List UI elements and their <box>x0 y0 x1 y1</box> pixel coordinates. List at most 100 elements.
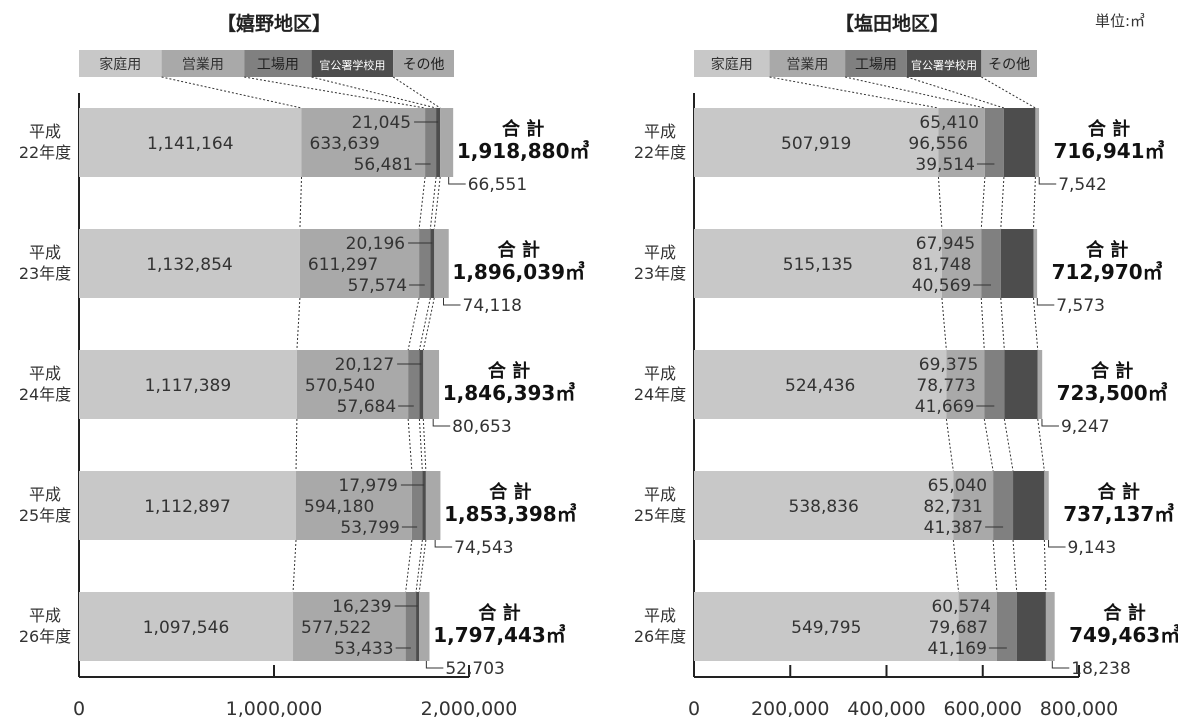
bar-segment <box>938 108 985 177</box>
bar-segment <box>293 592 406 661</box>
gov-school-value-label: 60,574 <box>931 597 990 617</box>
total-value: 1,797,443㎥ <box>433 623 566 647</box>
leader-line <box>432 419 451 427</box>
total-value: 1,918,880㎥ <box>457 139 590 163</box>
bar-segment <box>941 229 982 298</box>
leader-line <box>434 540 453 548</box>
bar-segment <box>411 471 423 540</box>
bar-segment <box>1037 350 1043 419</box>
total-heading: 合 計 <box>502 118 544 140</box>
other-value-label: 7,542 <box>1058 175 1107 195</box>
household-value-label: 1,097,546 <box>143 618 230 638</box>
bar-segment <box>996 592 1017 661</box>
category-label: 24年度 <box>634 385 686 404</box>
total-value: 723,500㎥ <box>1057 381 1168 405</box>
bar-segment <box>405 592 417 661</box>
bar-segment <box>301 108 426 177</box>
category-label: 平成 <box>644 364 676 383</box>
leader-line <box>1038 177 1057 185</box>
x-tick-label: 200,000 <box>751 698 830 720</box>
gov-school-value-label: 17,979 <box>338 476 397 496</box>
bar-segment <box>1016 592 1046 661</box>
gov-school-value-label: 20,196 <box>346 234 405 254</box>
connector-line <box>244 76 426 109</box>
legend-label: 工場用 <box>855 57 897 73</box>
category-label: 23年度 <box>19 264 71 283</box>
x-tick-label: 800,000 <box>1040 698 1119 720</box>
business-value-label: 82,731 <box>923 497 982 517</box>
leader-line <box>425 661 444 669</box>
bar-segment <box>694 350 947 419</box>
connector-line <box>407 297 420 351</box>
total-value: 1,853,398㎥ <box>444 502 577 526</box>
business-value-label: 78,773 <box>916 376 975 396</box>
other-value-label: 9,143 <box>1068 538 1117 558</box>
bar-segment <box>423 350 440 419</box>
bar-segment <box>440 108 454 177</box>
bar-segment <box>425 108 437 177</box>
connector-line <box>1032 297 1039 351</box>
connector-line <box>981 76 1036 109</box>
leader-line <box>1036 298 1055 306</box>
total-heading: 合 計 <box>1098 481 1140 503</box>
connector-line <box>422 297 435 351</box>
x-tick-label: 600,000 <box>943 698 1022 720</box>
connector-line <box>1037 418 1045 472</box>
industrial-value-label: 56,481 <box>354 155 413 175</box>
leader-line <box>1051 661 1070 669</box>
gov-school-value-label: 21,045 <box>352 113 411 133</box>
total-heading: 合 計 <box>489 481 531 503</box>
connector-line <box>407 418 413 472</box>
other-value-label: 80,653 <box>452 417 511 437</box>
industrial-value-label: 41,669 <box>915 397 974 417</box>
household-value-label: 524,436 <box>785 376 855 396</box>
bar-segment <box>416 592 420 661</box>
category-label: 22年度 <box>634 143 686 162</box>
connector-line <box>418 539 427 593</box>
bar-segment <box>79 108 302 177</box>
x-tick-label: 0 <box>688 698 700 720</box>
legend-label: 工場用 <box>257 57 299 73</box>
industrial-value-label: 41,169 <box>927 639 986 659</box>
connector-line <box>1003 418 1014 472</box>
bar-segment <box>79 229 300 298</box>
gov-school-value-label: 69,375 <box>919 355 978 375</box>
chart-title: 【塩田地区】 <box>835 12 949 35</box>
connector-line <box>906 76 1005 109</box>
bar-segment <box>694 592 959 661</box>
category-label: 平成 <box>29 485 61 504</box>
bar-segment <box>993 471 1014 540</box>
bar-segment <box>1044 471 1049 540</box>
connector-line <box>161 76 302 109</box>
industrial-value-label: 57,574 <box>348 276 407 296</box>
bar-segment <box>419 592 430 661</box>
bar-segment <box>296 350 409 419</box>
connector-line <box>433 176 441 230</box>
bar-segment <box>434 229 449 298</box>
legend-swatch <box>393 50 454 77</box>
industrial-value-label: 57,684 <box>337 397 396 417</box>
connector-line <box>418 418 423 472</box>
connector-line <box>418 176 426 230</box>
household-value-label: 1,112,897 <box>144 497 231 517</box>
connector-line <box>980 176 986 230</box>
bar-segment <box>984 108 1004 177</box>
bar-segment <box>419 229 431 298</box>
bar-segment <box>299 229 420 298</box>
bar-segment <box>1000 229 1034 298</box>
connector-line <box>992 539 998 593</box>
connector-line <box>1000 297 1005 351</box>
legend-swatch <box>244 50 312 77</box>
bar-segment <box>1045 592 1055 661</box>
gov-school-value-label: 20,127 <box>335 355 394 375</box>
industrial-value-label: 53,799 <box>340 518 399 538</box>
bar-segment <box>422 471 426 540</box>
gov-school-value-label: 65,040 <box>928 476 987 496</box>
leader-line <box>443 298 461 306</box>
business-value-label: 577,522 <box>301 618 371 638</box>
category-label: 平成 <box>644 485 676 504</box>
connector-line <box>296 297 301 351</box>
leader-line <box>1048 540 1066 548</box>
total-heading: 合 計 <box>1104 602 1146 624</box>
bar-segment <box>1004 350 1038 419</box>
